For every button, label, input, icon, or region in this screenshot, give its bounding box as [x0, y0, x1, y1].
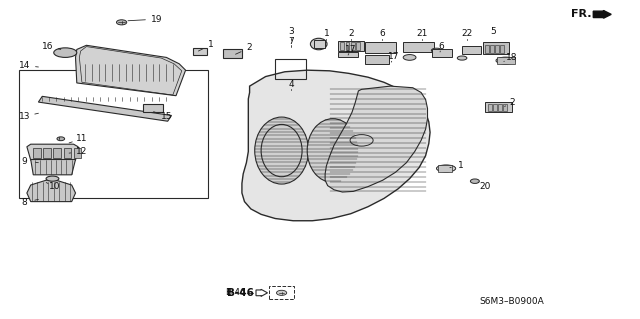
Bar [269, 286, 294, 299]
Bar [498, 104, 502, 111]
Text: 6: 6 [380, 29, 385, 38]
Text: 10: 10 [49, 182, 60, 191]
Polygon shape [27, 180, 76, 202]
Polygon shape [242, 70, 430, 221]
Text: 9: 9 [22, 157, 27, 166]
Bar [493, 104, 497, 111]
Ellipse shape [310, 38, 327, 50]
Ellipse shape [54, 48, 77, 57]
Polygon shape [325, 86, 428, 192]
Ellipse shape [457, 56, 467, 60]
FancyArrow shape [593, 11, 611, 18]
Text: S6M3–B0900A: S6M3–B0900A [479, 297, 545, 306]
Text: 1: 1 [324, 29, 329, 38]
Text: 14: 14 [19, 61, 30, 70]
Text: 11: 11 [76, 134, 88, 143]
Ellipse shape [403, 55, 416, 60]
Circle shape [276, 290, 287, 295]
Polygon shape [31, 160, 76, 175]
Ellipse shape [436, 165, 456, 172]
Polygon shape [76, 45, 186, 96]
Text: 2: 2 [348, 29, 353, 38]
Circle shape [116, 20, 127, 25]
Text: 5: 5 [490, 27, 495, 36]
Ellipse shape [496, 57, 515, 64]
Text: 20: 20 [479, 182, 491, 191]
Bar [490, 45, 494, 53]
Bar [33, 148, 41, 158]
Text: 15: 15 [161, 112, 172, 121]
Text: 7: 7 [289, 37, 294, 46]
Text: B-46: B-46 [225, 288, 246, 297]
Polygon shape [38, 96, 172, 121]
Bar [346, 42, 349, 50]
Text: 18: 18 [506, 53, 518, 62]
Bar [338, 52, 358, 57]
Text: 2: 2 [509, 98, 515, 107]
Text: 1: 1 [209, 40, 214, 49]
Bar [63, 148, 71, 158]
Bar [340, 42, 344, 50]
Text: 22: 22 [461, 29, 473, 38]
Bar [223, 49, 242, 58]
Ellipse shape [255, 117, 308, 184]
Polygon shape [27, 144, 78, 160]
Text: 12: 12 [76, 147, 88, 156]
Text: 6: 6 [439, 42, 444, 51]
Bar [44, 148, 51, 158]
Bar [485, 102, 512, 112]
Circle shape [57, 137, 65, 141]
Bar [403, 42, 434, 52]
Ellipse shape [431, 48, 442, 53]
Bar [338, 41, 364, 51]
Bar [356, 42, 360, 50]
Bar [54, 148, 61, 158]
Text: 13: 13 [19, 112, 30, 121]
Text: 17: 17 [345, 45, 356, 54]
Bar [488, 104, 492, 111]
Ellipse shape [307, 119, 358, 182]
Bar [462, 46, 481, 54]
Bar [365, 42, 396, 53]
Text: B-46: B-46 [227, 288, 254, 298]
Bar [485, 45, 489, 53]
Bar [74, 148, 81, 158]
Text: FR.: FR. [571, 9, 591, 19]
Bar [438, 165, 452, 172]
Text: 3: 3 [289, 27, 294, 36]
Bar [143, 104, 163, 112]
Bar [483, 42, 509, 54]
Bar [351, 42, 355, 50]
Text: 16: 16 [42, 42, 54, 51]
Ellipse shape [46, 176, 59, 181]
Text: 1: 1 [458, 161, 463, 170]
Bar [500, 45, 504, 53]
Text: 8: 8 [22, 198, 27, 207]
Text: 21: 21 [417, 29, 428, 38]
Bar [275, 59, 306, 79]
Bar [497, 57, 515, 64]
Bar [432, 49, 452, 57]
Bar [503, 104, 507, 111]
Bar [19, 70, 208, 198]
Text: 19: 19 [151, 15, 163, 24]
Bar [314, 40, 325, 48]
Bar [365, 55, 389, 64]
Circle shape [350, 135, 373, 146]
Text: 4: 4 [289, 80, 294, 89]
Circle shape [470, 179, 479, 183]
Text: 17: 17 [388, 52, 399, 61]
Bar [193, 48, 207, 55]
Bar [495, 45, 499, 53]
Text: 2: 2 [247, 43, 252, 52]
